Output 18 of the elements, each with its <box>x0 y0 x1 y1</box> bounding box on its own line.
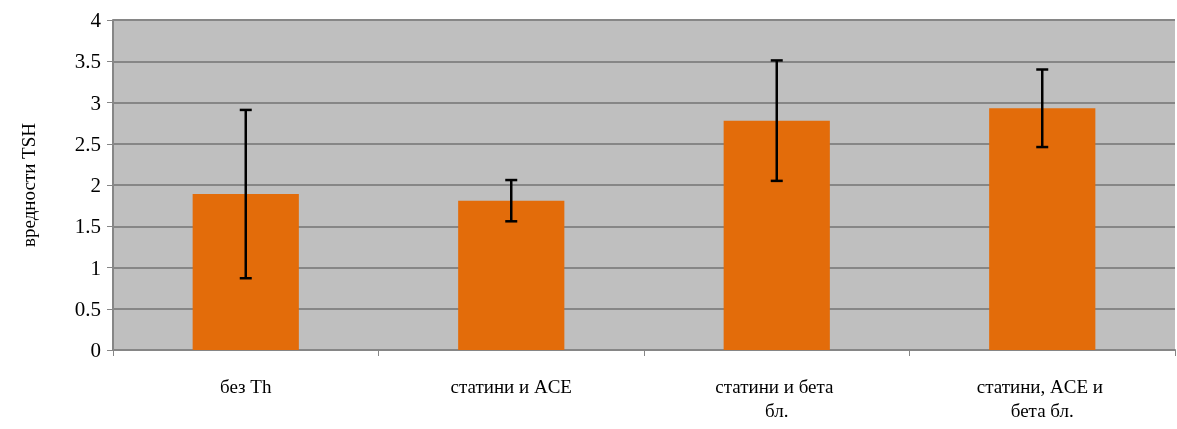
bar <box>989 108 1096 350</box>
y-tick-label: 3 <box>90 90 101 115</box>
y-axis-title: вредности TSH <box>18 122 39 248</box>
bar <box>458 200 565 350</box>
y-tick-label: 2 <box>90 173 101 197</box>
bar <box>192 194 299 350</box>
y-tick-label: 3.5 <box>74 49 101 74</box>
y-tick-label: 4 <box>90 8 102 32</box>
bar <box>723 120 830 350</box>
y-tick-label: 1 <box>90 255 101 280</box>
y-tick-label: 2.5 <box>74 131 101 156</box>
y-tick-label: 0.5 <box>74 296 101 321</box>
y-tick-label: 0 <box>90 338 101 362</box>
x-tick-label: статини и ACE <box>450 375 572 397</box>
y-tick-label: 1.5 <box>74 214 101 239</box>
x-tick-label: без Th <box>220 375 272 397</box>
x-tick-label: статини и бета бл. <box>715 375 839 421</box>
x-tick-label: статини, ACE и бета бл. <box>976 375 1108 421</box>
